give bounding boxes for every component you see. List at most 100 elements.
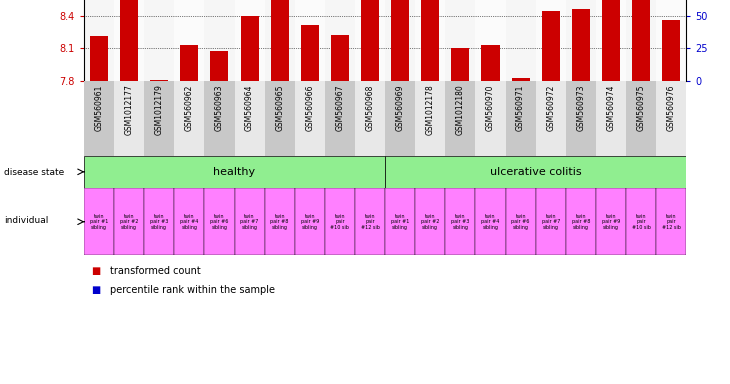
Text: twin
pair #1
sibling: twin pair #1 sibling [391,214,410,230]
Bar [632,0,650,81]
Bar [445,81,475,156]
Text: ■: ■ [91,285,101,295]
Text: GSM1012178: GSM1012178 [426,84,435,135]
Bar [626,188,656,255]
Text: GSM1012177: GSM1012177 [125,84,134,135]
Bar [445,188,475,255]
Bar [90,36,108,81]
Bar [114,188,145,255]
Bar [84,0,114,81]
Bar [385,156,686,188]
Bar [505,0,536,81]
Bar [505,188,536,255]
Text: GSM560976: GSM560976 [666,84,676,131]
Bar [120,0,138,81]
Text: GSM560966: GSM560966 [305,84,315,131]
Bar [662,20,680,81]
Bar [536,188,566,255]
Bar [536,81,566,156]
Bar [361,0,379,81]
Text: GSM560972: GSM560972 [546,84,556,131]
Text: twin
pair
#10 sib: twin pair #10 sib [331,214,350,230]
Bar [234,81,264,156]
Text: GSM560970: GSM560970 [486,84,495,131]
Bar [174,81,204,156]
Bar [566,188,596,255]
Text: twin
pair #1
sibling: twin pair #1 sibling [90,214,108,230]
Text: ■: ■ [91,266,101,276]
Bar [536,0,566,81]
Bar [602,0,620,81]
Bar [331,35,349,81]
Bar [84,156,385,188]
Bar [572,9,590,81]
Bar [421,0,439,81]
Bar [566,0,596,81]
Text: GSM560963: GSM560963 [215,84,224,131]
Bar [144,0,174,81]
Bar [475,188,505,255]
Text: twin
pair
#12 sib: twin pair #12 sib [661,214,680,230]
Bar [626,0,656,81]
Text: twin
pair
#10 sib: twin pair #10 sib [631,214,650,230]
Bar [241,16,258,81]
Bar [234,188,264,255]
Text: twin
pair #2
sibling: twin pair #2 sibling [421,214,439,230]
Text: healthy: healthy [213,167,256,177]
Bar [84,81,114,156]
Bar [451,48,469,81]
Text: twin
pair #4
sibling: twin pair #4 sibling [180,214,199,230]
Bar [295,188,325,255]
Bar [144,81,174,156]
Bar [204,81,234,156]
Text: twin
pair #9
sibling: twin pair #9 sibling [301,214,319,230]
Bar [482,45,499,81]
Bar [355,81,385,156]
Text: individual: individual [4,216,48,225]
Text: GSM560964: GSM560964 [245,84,254,131]
Text: twin
pair #6
sibling: twin pair #6 sibling [512,214,530,230]
Bar [656,188,686,255]
Bar [114,0,145,81]
Bar [325,0,355,81]
Bar [210,51,228,81]
Text: twin
pair #6
sibling: twin pair #6 sibling [210,214,228,230]
Bar [475,0,505,81]
Bar [512,78,529,81]
Bar [264,188,295,255]
Text: GSM560974: GSM560974 [607,84,615,131]
Bar [385,81,415,156]
Bar [415,0,445,81]
Text: twin
pair #3
sibling: twin pair #3 sibling [451,214,469,230]
Text: twin
pair #3
sibling: twin pair #3 sibling [150,214,169,230]
Bar [391,0,409,81]
Bar [325,81,355,156]
Text: transformed count: transformed count [110,266,200,276]
Text: GSM560961: GSM560961 [94,84,104,131]
Text: twin
pair
#12 sib: twin pair #12 sib [361,214,380,230]
Bar [566,81,596,156]
Bar [114,81,145,156]
Bar [355,0,385,81]
Bar [626,81,656,156]
Bar [234,0,264,81]
Bar [542,11,560,81]
Bar [174,188,204,255]
Bar [325,188,355,255]
Bar [415,81,445,156]
Text: GSM1012179: GSM1012179 [155,84,164,135]
Bar [301,25,319,81]
Bar [264,0,295,81]
Bar [385,188,415,255]
Bar [180,45,199,81]
Bar [385,0,415,81]
Bar [271,0,288,81]
Text: twin
pair #8
sibling: twin pair #8 sibling [572,214,590,230]
Bar [505,81,536,156]
Bar [445,0,475,81]
Bar [295,0,325,81]
Bar [656,0,686,81]
Text: percentile rank within the sample: percentile rank within the sample [110,285,274,295]
Text: GSM560973: GSM560973 [576,84,585,131]
Bar [596,188,626,255]
